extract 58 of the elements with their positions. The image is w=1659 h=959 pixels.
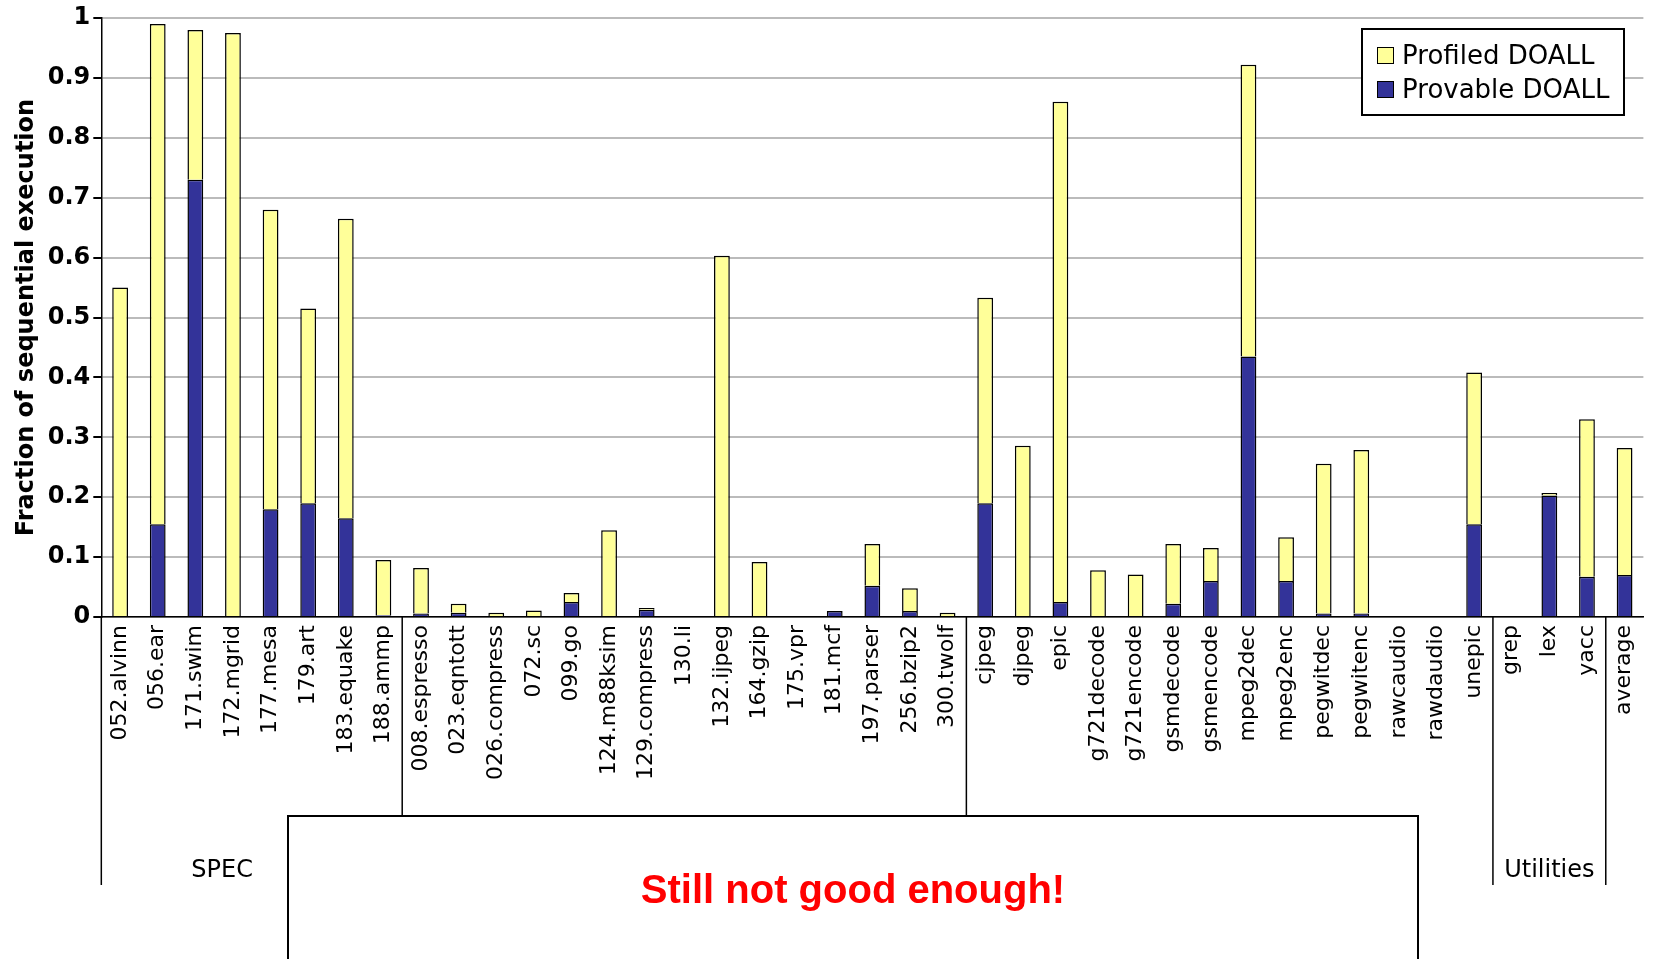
x-tick-label: 099.go xyxy=(557,625,583,702)
text: SPEC xyxy=(191,855,253,883)
y-tick-label: 0.6 xyxy=(47,241,91,270)
x-tick-label: 008.espresso xyxy=(406,625,432,772)
x-tick-label: 197.parser xyxy=(858,624,884,745)
x-tick-label: 256.bzip2 xyxy=(895,625,921,734)
x-tick-label: unepic xyxy=(1459,625,1485,699)
legend-label: Profiled DOALL xyxy=(1402,40,1595,70)
x-tick-label: 179.art xyxy=(293,624,319,706)
y-tick-label: 0.9 xyxy=(47,62,91,91)
y-tick-label: 0.3 xyxy=(47,421,91,450)
x-tick-label: 164.gzip xyxy=(745,625,771,720)
y-tick-label: 0.2 xyxy=(47,481,91,510)
x-tick-label: rawcaudio xyxy=(1384,625,1410,739)
legend-label: Provable DOALL xyxy=(1402,74,1610,104)
x-tick-label: pegwitdec xyxy=(1309,625,1335,739)
y-tick-label: 0.1 xyxy=(47,541,91,570)
x-tick-label: 177.mesa xyxy=(256,625,282,734)
text: Utilities xyxy=(1503,855,1596,883)
x-tick-label: 056.ear xyxy=(143,624,169,711)
x-tick-label: 188.ammp xyxy=(369,625,395,745)
x-tick-label: 052.alvinn xyxy=(105,625,131,741)
x-tick-label: yacc xyxy=(1572,625,1598,676)
y-tick-label: 0.8 xyxy=(47,122,91,151)
x-tick-label: epic xyxy=(1046,625,1072,671)
x-tick-label: gsmdecode xyxy=(1158,625,1184,753)
x-tick-label: pegwitenc xyxy=(1347,625,1373,739)
x-tick-label: gsmencode xyxy=(1196,625,1222,753)
y-tick-label: 1 xyxy=(73,2,91,31)
x-tick-label: 130.li xyxy=(670,625,696,687)
x-tick-label: cjpeg xyxy=(970,625,996,685)
x-tick-label: 175.vpr xyxy=(782,624,808,711)
x-tick-label: 072.sc xyxy=(519,625,545,698)
x-tick-label: 132.ijpeg xyxy=(707,625,733,728)
x-tick-label: 183.equake xyxy=(331,625,357,755)
x-tick-label: 023.eqntott xyxy=(444,624,470,755)
text: Still not good enough! xyxy=(287,815,1419,959)
x-tick-label: 172.mgrid xyxy=(218,625,244,739)
x-tick-label: 129.compress xyxy=(632,625,658,780)
x-tick-label: rawdaudio xyxy=(1422,625,1448,741)
x-tick-label: average xyxy=(1610,625,1636,716)
x-tick-label: 181.mcf xyxy=(820,623,846,716)
y-tick-label: 0.5 xyxy=(47,301,91,330)
x-tick-label: mpeg2dec xyxy=(1234,625,1260,742)
y-tick-label: 0.4 xyxy=(47,361,91,390)
x-tick-label: mpeg2enc xyxy=(1271,625,1297,742)
x-tick-label: grep xyxy=(1497,625,1523,676)
x-tick-label: g721encode xyxy=(1121,625,1147,762)
y-tick-label: 0 xyxy=(73,601,91,630)
x-tick-label: g721decode xyxy=(1083,625,1109,762)
x-tick-label: 171.swim xyxy=(181,625,207,731)
x-tick-label: 300.twolf xyxy=(933,623,959,728)
x-tick-label: djpeg xyxy=(1008,625,1034,687)
x-tick-label: lex xyxy=(1535,625,1561,658)
x-tick-label: 124.m88ksim xyxy=(594,625,620,776)
x-tick-label: 026.compress xyxy=(481,625,507,780)
y-axis-title: Fraction of sequential execution xyxy=(10,98,39,537)
y-tick-label: 0.7 xyxy=(47,181,91,210)
